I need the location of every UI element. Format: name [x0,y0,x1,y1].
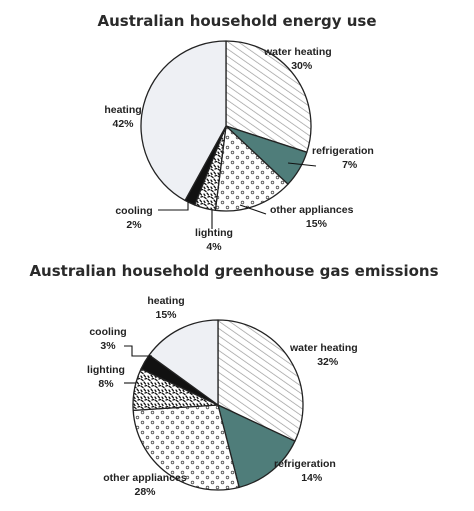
slice-label-water-heating: water heating [289,342,358,354]
slice-label-lighting: lighting [195,227,233,239]
slice-labels: water heating 32% refrigeration 14% other ap… [87,295,358,498]
slice-label-refrigeration: refrigeration [312,145,374,157]
slice-label-other-appliances: other appliances [103,472,187,484]
slice-label-heating: heating [147,295,184,307]
slice-value-other-appliances: 15% [306,218,328,230]
slice-label-other-appliances: other appliances [270,204,354,216]
slice-value-water-heating: 30% [291,60,313,72]
pie-slice-heating [140,40,227,202]
slice-value-lighting: 8% [98,378,114,390]
slice-value-heating: 15% [155,309,177,321]
leader-lines [158,162,317,229]
slice-labels: water heating 30% refrigeration 7% other app… [104,46,374,253]
slice-label-heating: heating [104,104,141,116]
emissions-pie-chart: Australian household greenhouse gas emis… [29,262,438,498]
pie-slices [132,319,304,491]
pie-slice-other-appliances [214,125,289,212]
slice-value-cooling: 2% [126,219,142,231]
slice-label-lighting: lighting [87,364,125,376]
slice-value-refrigeration: 14% [301,472,323,484]
leader-line-cooling [124,345,152,357]
slice-value-water-heating: 32% [317,356,339,368]
slice-label-cooling: cooling [89,326,126,338]
slice-label-refrigeration: refrigeration [274,458,336,470]
slice-value-lighting: 4% [206,241,222,253]
energy-use-pie-chart: Australian household energy use water he… [97,12,376,253]
leader-line-cooling [158,202,189,211]
pie-slices [140,40,312,212]
slice-label-cooling: cooling [115,205,152,217]
leader-line-refrigeration [287,162,317,167]
slice-value-refrigeration: 7% [342,159,358,171]
pie-slice-water-heating [225,40,312,153]
pie-slice-refrigeration [217,404,296,488]
chart-title: Australian household greenhouse gas emis… [29,262,438,280]
chart-title: Australian household energy use [97,12,376,30]
pie-slice-other-appliances [132,404,240,491]
slice-label-water-heating: water heating [263,46,332,58]
pie-slice-water-heating [217,319,304,442]
slice-value-heating: 42% [112,118,134,130]
pie-slice-heating [148,319,219,406]
leader-lines [124,345,152,384]
slice-value-cooling: 3% [100,340,116,352]
leader-line-other-appliances [239,204,267,215]
slice-value-other-appliances: 28% [134,486,156,498]
